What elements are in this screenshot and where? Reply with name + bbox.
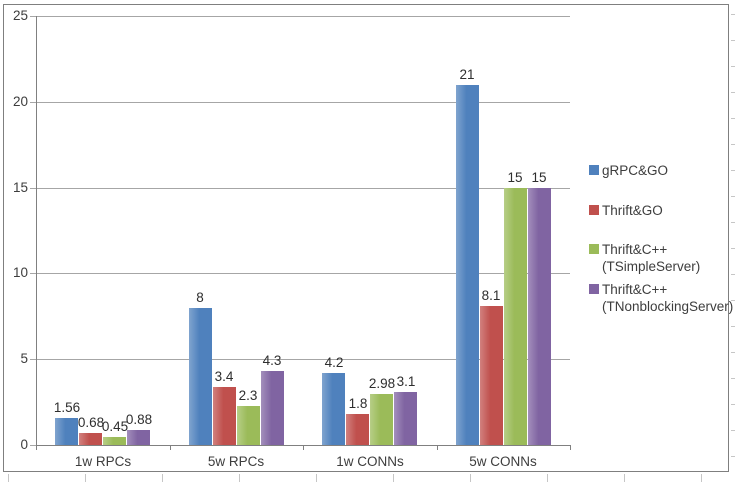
data-label-3-3: 15 [531,170,547,185]
category-label-1: 5w RPCs [207,454,265,469]
legend-item-2: Thrift&C++ (TSimpleServer) [589,241,700,275]
data-label-3-2: 3.1 [396,374,416,389]
y-axis-tick-15 [30,188,36,189]
x-axis-tick-1 [170,445,171,450]
data-label-0-2: 4.2 [324,355,344,370]
category-label-3: 5w CONNs [469,454,537,469]
y-axis-tick-10 [30,273,36,274]
legend-swatch-icon [589,205,599,215]
legend-label: Thrift&C++ (TSimpleServer) [602,242,701,274]
y-axis-tick-5 [30,359,36,360]
data-label-0-3: 21 [459,67,475,82]
gridline-10 [36,273,570,274]
bar-thrift-c-tnonblockingserver--1 [261,371,284,445]
bar-grpc-go-0 [55,418,78,445]
bar-thrift-c-tsimpleserver--3 [504,188,527,445]
worksheet-gridlines-right [731,14,735,470]
data-label-0-0: 1.56 [53,400,81,415]
bar-grpc-go-1 [189,308,212,445]
y-axis-tick-25 [30,16,36,17]
worksheet-gridlines-bottom [8,474,728,482]
category-label-0: 1w RPCs [74,454,132,469]
bar-thrift-c-tnonblockingserver--3 [528,188,551,445]
y-axis-line [36,16,37,445]
data-label-2-2: 2.98 [368,376,396,391]
gridline-25 [36,16,570,17]
gridline-5 [36,359,570,360]
bar-thrift-c-tsimpleserver--0 [103,437,126,445]
data-label-0-1: 8 [196,290,204,305]
legend-label: Thrift&C++ (TNonblockingServer) [602,282,734,314]
bar-thrift-go-3 [480,306,503,445]
data-label-1-3: 8.1 [481,288,501,303]
legend-swatch-icon [589,165,599,175]
y-axis-label-15: 15 [12,180,28,195]
bar-grpc-go-3 [456,85,479,445]
x-axis-tick-4 [570,445,571,450]
legend-label: Thrift&GO [602,203,663,218]
y-axis-label-5: 5 [20,351,28,366]
gridline-20 [36,102,570,103]
chart-border [3,4,729,472]
bar-thrift-go-0 [79,433,102,445]
data-label-1-0: 0.68 [77,415,105,430]
legend-label: gRPC&GO [602,163,669,178]
bar-grpc-go-2 [322,373,345,445]
legend-swatch-icon [589,284,599,294]
legend-item-1: Thrift&GO [589,202,663,219]
bar-thrift-c-tnonblockingserver--2 [394,392,417,445]
data-label-3-0: 0.88 [125,412,153,427]
y-axis-label-0: 0 [20,437,28,452]
data-label-1-2: 1.8 [348,396,368,411]
y-axis-label-20: 20 [12,94,28,109]
bar-thrift-c-tsimpleserver--2 [370,394,393,445]
legend-swatch-icon [589,244,599,254]
y-axis-label-10: 10 [12,265,28,280]
y-axis-tick-20 [30,102,36,103]
x-axis-tick-3 [437,445,438,450]
bar-thrift-go-1 [213,387,236,445]
gridline-15 [36,188,570,189]
bar-thrift-c-tsimpleserver--1 [237,406,260,445]
x-axis-tick-2 [303,445,304,450]
legend-item-3: Thrift&C++ (TNonblockingServer) [589,281,733,315]
y-axis-tick-0 [30,445,36,446]
bar-thrift-go-2 [346,414,369,445]
data-label-1-1: 3.4 [214,369,234,384]
data-label-2-3: 15 [507,170,523,185]
data-label-3-1: 4.3 [262,353,282,368]
data-label-2-1: 2.3 [238,388,258,403]
y-axis-label-25: 25 [12,8,28,23]
legend-item-0: gRPC&GO [589,162,668,179]
bar-thrift-c-tnonblockingserver--0 [127,430,150,445]
category-label-2: 1w CONNs [336,454,404,469]
data-label-2-0: 0.45 [101,419,129,434]
x-axis-tick-0 [36,445,37,450]
